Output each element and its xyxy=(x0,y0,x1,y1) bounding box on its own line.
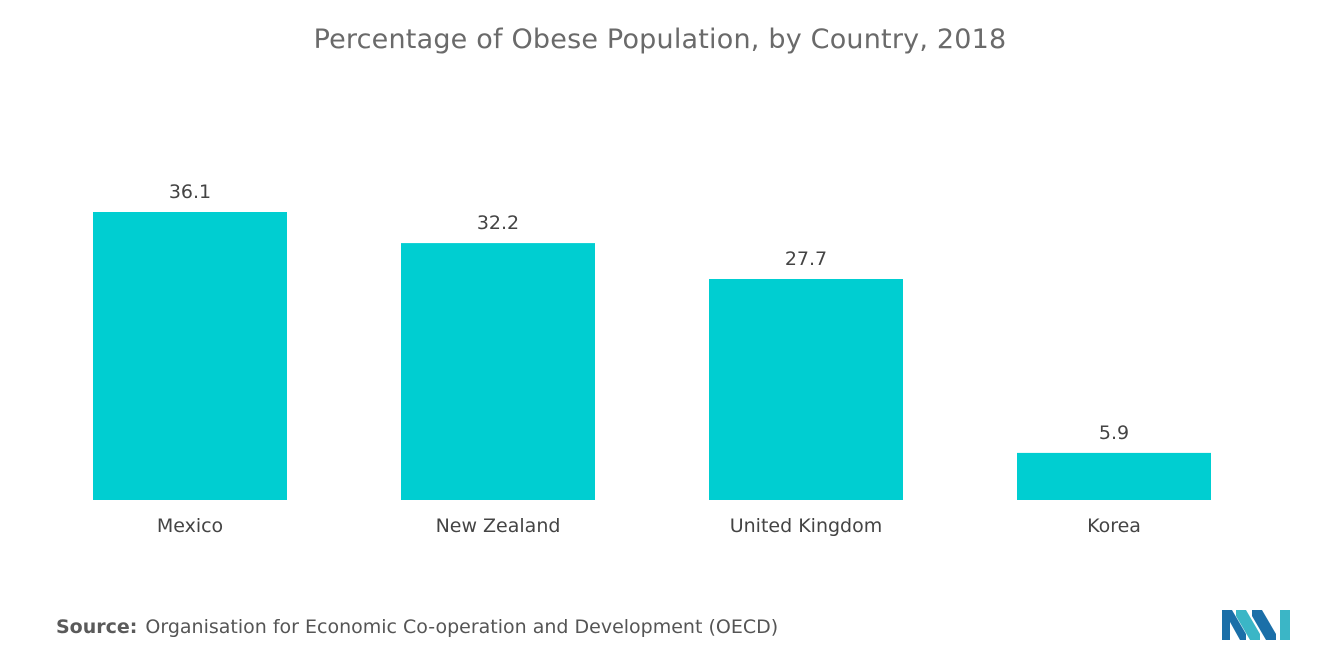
source-text: Organisation for Economic Co-operation a… xyxy=(145,616,779,638)
bars-layer xyxy=(93,212,1211,500)
source-label: Source: xyxy=(56,616,138,638)
value-label: 36.1 xyxy=(169,181,211,203)
category-label: Korea xyxy=(1087,515,1141,537)
chart-title: Percentage of Obese Population, by Count… xyxy=(313,24,1007,55)
value-labels-layer: 36.1 32.2 27.7 5.9 xyxy=(169,181,1129,444)
mordor-intelligence-logo-icon xyxy=(1222,610,1290,640)
bar-korea xyxy=(1017,452,1211,500)
value-label: 32.2 xyxy=(477,212,519,234)
value-label: 27.7 xyxy=(785,248,827,270)
value-label: 5.9 xyxy=(1099,422,1129,444)
bar-new-zealand xyxy=(401,243,595,500)
source-note: Source: Organisation for Economic Co-oper… xyxy=(56,616,778,638)
category-label: Mexico xyxy=(157,515,223,537)
category-label: New Zealand xyxy=(436,515,561,537)
category-label: United Kingdom xyxy=(730,515,883,537)
bar-united-kingdom xyxy=(709,279,903,500)
bar-mexico xyxy=(93,212,287,500)
category-labels-layer: Mexico New Zealand United Kingdom Korea xyxy=(157,515,1141,537)
bar-chart: 36.1 32.2 27.7 5.9 Mexico New Zealand United … xyxy=(93,181,1211,537)
